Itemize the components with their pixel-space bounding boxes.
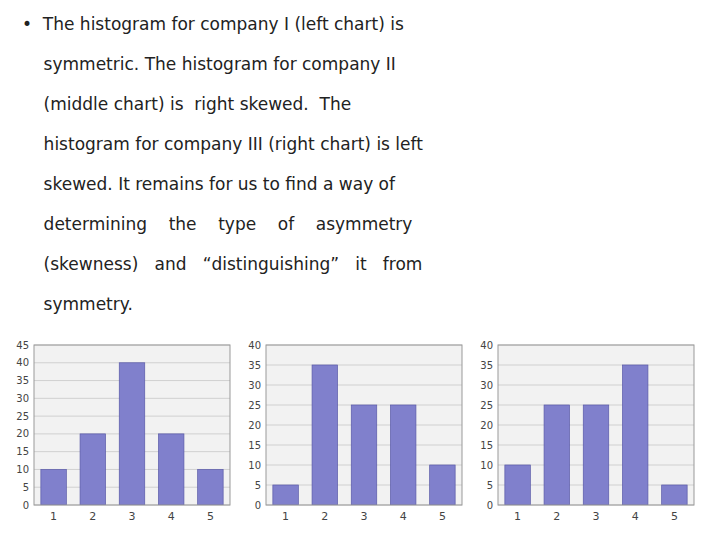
- x-tick-label: 5: [439, 510, 446, 523]
- y-tick-label: 10: [248, 460, 261, 471]
- bar: [119, 363, 144, 505]
- y-tick-label: 10: [480, 460, 493, 471]
- annotation: determining the type of asymmetry: [22, 214, 412, 234]
- plot-area: [498, 345, 694, 505]
- bar: [622, 365, 647, 505]
- y-tick-label: 5: [487, 480, 493, 491]
- plot-area: [34, 345, 230, 505]
- bar: [505, 465, 530, 505]
- y-tick-label: 20: [16, 428, 29, 439]
- plot-frame: [34, 345, 230, 505]
- page: • The histogram for company I (left char…: [0, 0, 720, 540]
- bars: [505, 365, 687, 505]
- bar: [41, 469, 66, 505]
- x-tick-label: 4: [168, 510, 175, 523]
- x-tick-label: 4: [632, 510, 639, 523]
- y-tick-label: 0: [255, 500, 261, 511]
- y-tick-label: 30: [248, 380, 261, 391]
- x-tick-label: 2: [321, 510, 328, 523]
- annotation: (middle chart) is right skewed. The: [22, 94, 351, 114]
- y-tick-label: 35: [248, 360, 261, 371]
- y-tick-label: 15: [248, 440, 261, 451]
- annotation: • The histogram for company I (left char…: [22, 14, 404, 34]
- x-tick-label: 3: [361, 510, 368, 523]
- plot-frame: [498, 345, 694, 505]
- y-tick-label: 30: [16, 393, 29, 404]
- y-tick-label: 35: [480, 360, 493, 371]
- bar: [273, 485, 298, 505]
- bar: [390, 405, 415, 505]
- y-tick-label: 40: [480, 340, 493, 351]
- bar-chart: 05101520253035404512345: [16, 340, 230, 524]
- x-tick-label: 3: [129, 510, 136, 523]
- y-tick-label: 20: [248, 420, 261, 431]
- plot-area: [266, 345, 462, 505]
- annotation: histogram for company III (right chart) …: [22, 134, 423, 154]
- x-tick-label: 1: [50, 510, 57, 523]
- x-tick-label: 2: [553, 510, 560, 523]
- y-tick-label: 15: [16, 446, 29, 457]
- bar: [312, 365, 337, 505]
- x-tick-label: 2: [89, 510, 96, 523]
- annotation: symmetric. The histogram for company II: [22, 54, 396, 74]
- y-tick-label: 20: [480, 420, 493, 431]
- y-tick-label: 25: [480, 400, 493, 411]
- bars: [41, 363, 223, 505]
- annotation: symmetry.: [22, 294, 133, 314]
- y-tick-label: 30: [480, 380, 493, 391]
- bar: [583, 405, 608, 505]
- y-tick-label: 5: [255, 480, 261, 491]
- y-tick-label: 10: [16, 464, 29, 475]
- y-tick-label: 45: [16, 340, 29, 351]
- grid-line: [498, 385, 694, 386]
- bar: [662, 485, 687, 505]
- bar: [80, 434, 105, 505]
- bar: [158, 434, 183, 505]
- x-tick-label: 5: [207, 510, 214, 523]
- annotation: skewed. It remains for us to find a way …: [22, 174, 396, 194]
- bar: [544, 405, 569, 505]
- x-tick-label: 1: [514, 510, 521, 523]
- y-tick-label: 25: [248, 400, 261, 411]
- y-tick-label: 40: [16, 357, 29, 368]
- y-tick-label: 0: [23, 500, 29, 511]
- grid-line: [266, 365, 462, 366]
- grid-line: [266, 385, 462, 386]
- plot-frame: [266, 345, 462, 505]
- text-block: • The histogram for company I (left char…: [22, 14, 423, 314]
- x-tick-label: 3: [593, 510, 600, 523]
- figure: • The histogram for company I (left char…: [0, 0, 720, 540]
- bar: [430, 465, 455, 505]
- y-tick-label: 5: [23, 482, 29, 493]
- annotation: (skewness) and “distinguishing” it from: [22, 254, 422, 274]
- y-tick-label: 25: [16, 411, 29, 422]
- y-tick-label: 0: [487, 500, 493, 511]
- grid-line: [498, 365, 694, 366]
- bar: [198, 469, 223, 505]
- x-tick-label: 4: [400, 510, 407, 523]
- bar: [351, 405, 376, 505]
- bar-chart: 0 5 10 15 20 25 30 35 40 1 2 3 4 5: [248, 340, 462, 524]
- y-tick-label: 35: [16, 375, 29, 386]
- x-tick-label: 1: [282, 510, 289, 523]
- bar-chart: 0 5 10 15 20 25 30 35 40 1 2 3 4 5: [480, 340, 694, 524]
- x-tick-label: 5: [671, 510, 678, 523]
- bars: [273, 365, 455, 505]
- y-tick-label: 40: [248, 340, 261, 351]
- y-tick-label: 15: [480, 440, 493, 451]
